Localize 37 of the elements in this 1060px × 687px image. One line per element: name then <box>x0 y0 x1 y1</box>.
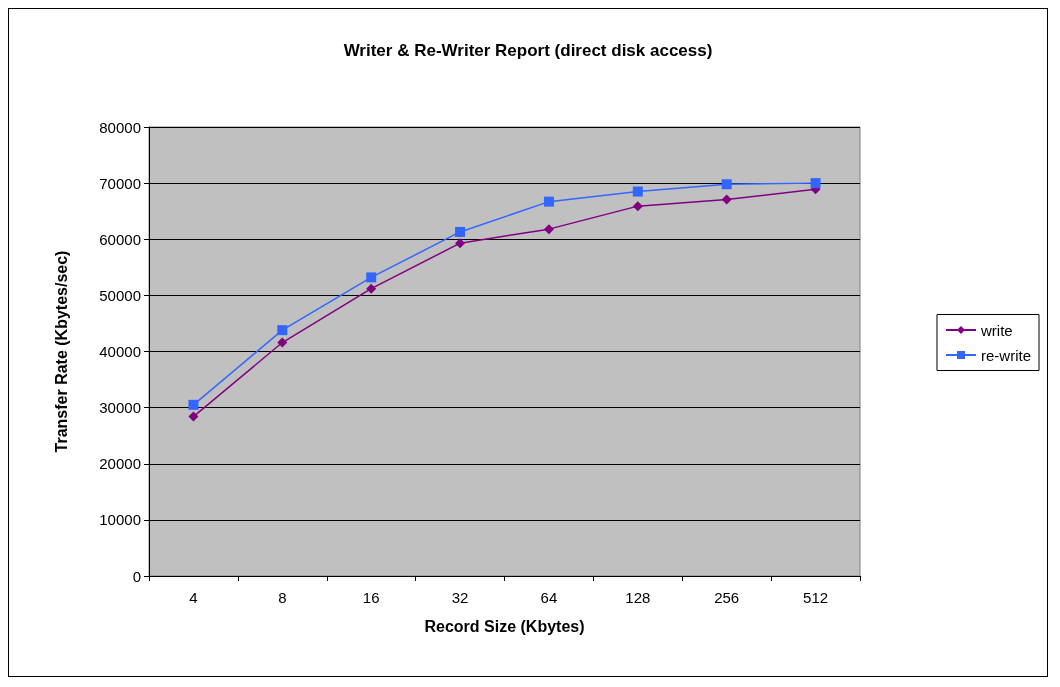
y-tick-label: 20000 <box>99 455 141 473</box>
x-tick-label: 64 <box>540 589 558 606</box>
point <box>455 226 466 237</box>
y-tick-label: 80000 <box>99 118 141 136</box>
point <box>188 399 199 410</box>
x-tick-label: 16 <box>362 589 380 606</box>
point <box>721 194 732 205</box>
x-tick-label: 512 <box>803 589 829 606</box>
x-tick-label: 256 <box>714 589 740 606</box>
point <box>366 272 377 283</box>
x-tick-label: 8 <box>278 589 287 606</box>
point <box>188 411 199 422</box>
x-axis-title: Record Size (Kbytes) <box>424 617 585 635</box>
y-tick-label: 10000 <box>99 511 141 529</box>
point <box>543 224 554 235</box>
y-tick-label: 30000 <box>99 399 141 417</box>
legend-label: re-write <box>981 346 1032 364</box>
y-tick-label: 50000 <box>99 286 141 304</box>
point <box>543 196 554 207</box>
x-tick-label: 128 <box>625 589 651 606</box>
point <box>721 179 732 190</box>
y-tick-label: 60000 <box>99 230 141 248</box>
point <box>366 283 377 294</box>
point <box>810 178 821 189</box>
legend-label: write <box>980 321 1013 339</box>
point <box>455 238 466 249</box>
y-tick-label: 0 <box>132 567 141 585</box>
point <box>632 201 643 212</box>
chart-title: Writer & Re-Writer Report (direct disk access) <box>343 41 713 60</box>
x-tick-label: 4 <box>189 589 198 606</box>
x-tick-label: 32 <box>451 589 469 606</box>
y-tick-label: 70000 <box>99 174 141 192</box>
point <box>277 325 288 336</box>
point <box>632 186 643 197</box>
y-axis-title: Transfer Rate (Kbytes/sec) <box>52 250 70 453</box>
point <box>277 337 288 348</box>
y-tick-label: 40000 <box>99 343 141 360</box>
